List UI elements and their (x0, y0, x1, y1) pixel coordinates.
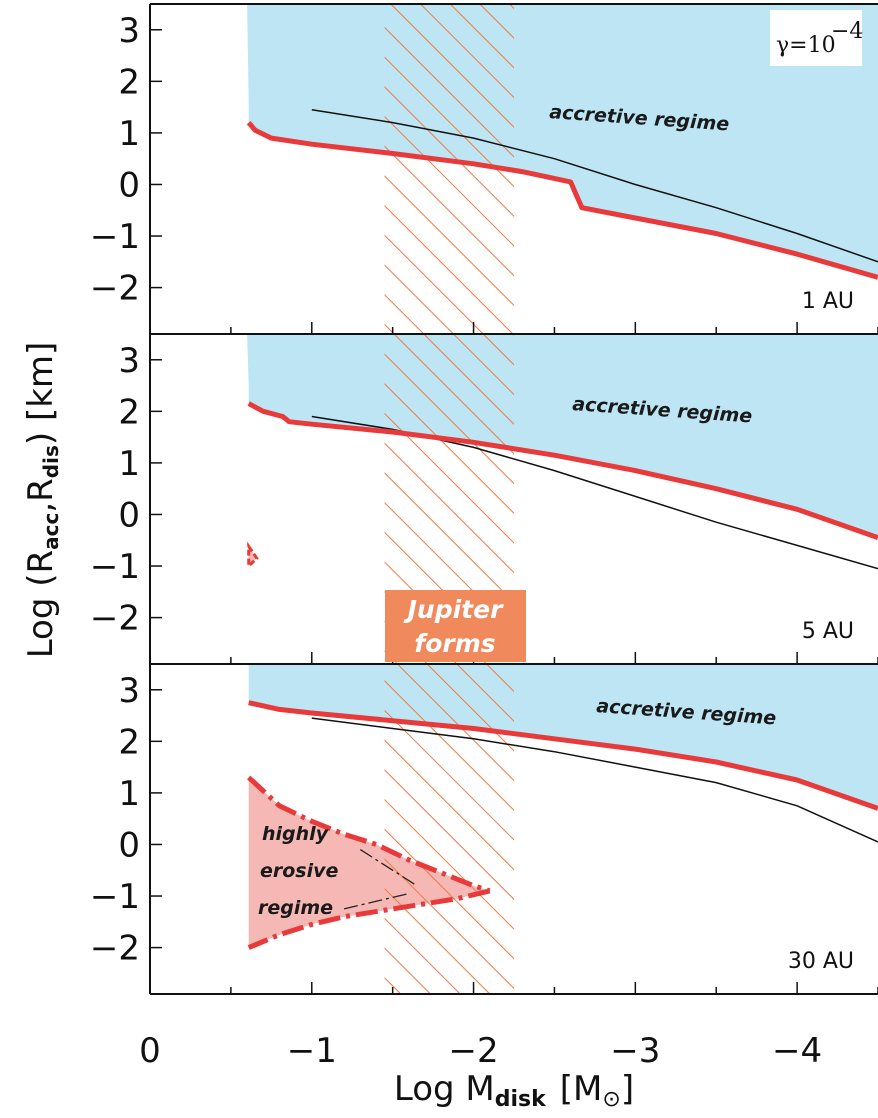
y-axis-title-part-0: Log (R (21, 550, 61, 658)
y-axis-title: Log (Racc,Rdis) [km] (21, 342, 63, 659)
orbit-distance-label: 1 AU (802, 289, 854, 314)
dispersal-radius-curve (311, 717, 878, 843)
jupiter-box (385, 590, 526, 662)
accretion-radius-curve (246, 120, 878, 280)
x-axis-title-sub: disk (495, 1087, 547, 1112)
y-tick-label: 2 (118, 392, 140, 432)
orbit-distance-label: 30 AU (788, 949, 854, 974)
accretion-radius-curve (248, 700, 878, 811)
orbit-distance-label: 5 AU (802, 619, 854, 644)
y-tick-label: 0 (118, 825, 140, 865)
y-axis-title-part-4: ) [km] (21, 342, 61, 445)
y-tick-label: 0 (118, 495, 140, 535)
y-tick-label: 3 (118, 341, 140, 381)
x-tick-label: −1 (287, 1031, 337, 1071)
y-tick-label: −1 (90, 877, 140, 917)
y-tick-label: 1 (118, 114, 140, 154)
erosive-label-line-3: regime (258, 897, 333, 919)
small-erosive-patch (247, 541, 259, 570)
dispersal-radius-curve (311, 108, 878, 263)
jupiter-hatch-band (384, 664, 514, 994)
jupiter-label-line-1: Jupiter (403, 595, 504, 624)
x-axis-unit-open: [M (560, 1069, 603, 1109)
y-axis-title-part-3: dis (39, 445, 63, 478)
sun-symbol: ⊙ (602, 1087, 620, 1112)
y-tick-label: −2 (90, 929, 140, 969)
accretion-radius-curve (247, 401, 878, 541)
y-axis-title-part-1: acc (39, 513, 63, 550)
x-tick-label: −4 (772, 1031, 822, 1071)
accretive-region-fill (248, 664, 878, 809)
gamma-exponent: −4 (831, 19, 863, 44)
erosive-label-line-1: highly (262, 823, 330, 845)
jupiter-label-line-2: forms (414, 629, 495, 658)
erosive-upper-boundary (247, 775, 491, 894)
y-axis-title-part-2: ,R (21, 478, 61, 512)
y-tick-label: −2 (90, 269, 140, 309)
y-tick-label: −2 (90, 599, 140, 639)
y-tick-label: 2 (118, 722, 140, 762)
x-axis-title: Log Mdisk [M⊙] (394, 1069, 634, 1112)
x-tick-label: −3 (610, 1031, 660, 1071)
y-tick-label: 0 (118, 165, 140, 205)
x-axis-unit-close: ] (621, 1069, 634, 1109)
y-tick-label: 3 (118, 671, 140, 711)
y-tick-label: 1 (118, 444, 140, 484)
erosive-pointer-1 (343, 892, 409, 910)
x-tick-label: 0 (139, 1031, 161, 1071)
erosive-pointer-0 (359, 849, 418, 887)
x-tick-label: −2 (448, 1031, 498, 1071)
y-tick-label: 2 (118, 62, 140, 102)
y-tick-label: 3 (118, 11, 140, 51)
erosive-region-fill (248, 777, 490, 948)
y-tick-label: −1 (90, 547, 140, 587)
gamma-label: γ=10 (776, 33, 836, 58)
y-tick-label: −1 (90, 217, 140, 257)
erosive-label-line-2: erosive (260, 860, 339, 882)
y-tick-label: 1 (118, 774, 140, 814)
x-axis-title-main: Log M (394, 1069, 495, 1109)
gamma-box (770, 10, 862, 66)
